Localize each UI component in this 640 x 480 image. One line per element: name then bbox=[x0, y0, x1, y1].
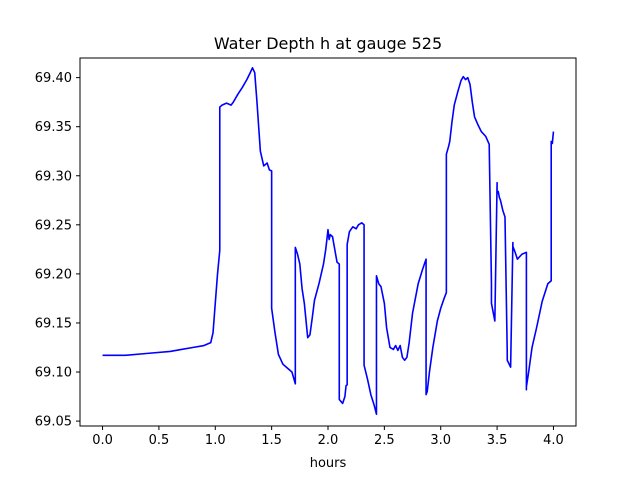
y-tick-label: 69.15 bbox=[35, 316, 72, 331]
y-tick-label: 69.35 bbox=[35, 120, 72, 135]
y-tick-label: 69.05 bbox=[35, 415, 72, 430]
x-tick-label: 4.0 bbox=[543, 433, 564, 448]
x-tick-label: 2.0 bbox=[318, 433, 339, 448]
x-tick-label: 1.0 bbox=[205, 433, 226, 448]
y-tick-label: 69.20 bbox=[35, 267, 72, 282]
plot-frame bbox=[79, 57, 577, 427]
y-tick-label: 69.40 bbox=[35, 71, 72, 86]
x-tick-label: 2.5 bbox=[374, 433, 395, 448]
x-tick-label: 3.0 bbox=[430, 433, 451, 448]
x-tick-label: 1.5 bbox=[261, 433, 282, 448]
y-axis: 69.05 69.10 69.15 69.20 69.25 69.30 69.35 69.40 bbox=[35, 71, 80, 430]
water-depth-series-line bbox=[102, 67, 555, 416]
x-axis-label: hours bbox=[310, 456, 347, 471]
x-tick-label: 3.5 bbox=[487, 433, 508, 448]
y-tick-label: 69.25 bbox=[35, 218, 72, 233]
chart-title: Water Depth h at gauge 525 bbox=[214, 34, 442, 53]
y-tick-label: 69.10 bbox=[35, 366, 72, 381]
x-tick-label: 0.5 bbox=[149, 433, 170, 448]
y-tick-label: 69.30 bbox=[35, 169, 72, 184]
x-axis: 0.0 0.5 1.0 1.5 2.0 2.5 3.0 3.5 4.0 bbox=[92, 426, 564, 448]
plot-area bbox=[102, 67, 555, 416]
x-tick-label: 0.0 bbox=[92, 433, 113, 448]
